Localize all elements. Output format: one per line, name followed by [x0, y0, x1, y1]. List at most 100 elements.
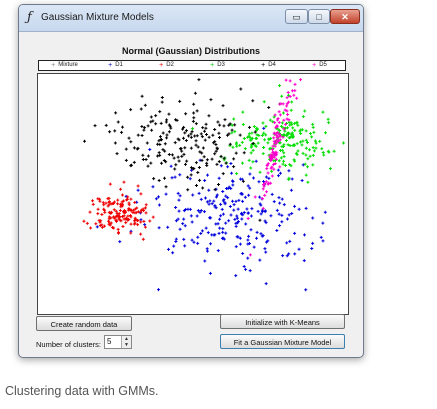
point-d1	[301, 163, 305, 167]
point-d2	[116, 202, 120, 206]
point-d1	[229, 161, 233, 165]
point-d4	[167, 152, 171, 156]
point-d3	[281, 111, 285, 115]
point-d3	[278, 141, 282, 145]
point-d4	[158, 110, 162, 114]
point-d3	[271, 120, 275, 124]
point-d3	[307, 148, 311, 152]
point-d2	[126, 218, 130, 222]
spinner-arrows-icon[interactable]: ▲ ▼	[121, 336, 131, 348]
create-random-data-button[interactable]: Create random data	[36, 316, 132, 331]
point-d1	[217, 176, 221, 180]
point-d3	[288, 123, 292, 127]
point-d2	[107, 200, 111, 204]
point-d4	[108, 130, 112, 134]
point-d1	[172, 244, 176, 248]
point-d3	[296, 123, 300, 127]
point-d3	[314, 146, 318, 150]
point-d3	[311, 153, 315, 157]
legend-label: D3	[217, 62, 225, 68]
point-d1	[207, 202, 211, 206]
point-d2	[132, 208, 136, 212]
point-d5	[266, 171, 270, 175]
point-d4	[232, 165, 236, 169]
close-button[interactable]: ✕	[330, 9, 360, 24]
point-d4	[163, 149, 167, 153]
minimize-button[interactable]: ▭	[285, 9, 308, 24]
point-d4	[205, 158, 209, 162]
point-d4	[161, 148, 165, 152]
point-d1	[173, 175, 177, 179]
point-d4	[199, 132, 203, 136]
point-d4	[233, 123, 237, 127]
legend-item-mixture: + Mixture	[39, 61, 90, 70]
point-d4	[113, 129, 117, 133]
point-d5	[270, 148, 274, 152]
initialize-kmeans-button[interactable]: Initialize with K-Means	[220, 314, 345, 329]
point-d1	[241, 213, 245, 217]
point-d3	[281, 162, 285, 166]
point-d4	[113, 141, 117, 145]
point-d4	[202, 155, 206, 159]
point-d3	[288, 163, 292, 167]
point-d3	[269, 146, 273, 150]
point-d3	[301, 139, 305, 143]
point-d5	[286, 90, 290, 94]
point-d5	[265, 190, 269, 194]
fit-gmm-button[interactable]: Fit a Gaussian Mixture Model	[220, 334, 345, 349]
point-d4	[186, 175, 190, 179]
point-d4	[193, 134, 197, 138]
point-d3	[240, 161, 244, 165]
point-d5	[299, 78, 303, 82]
point-d5	[275, 135, 279, 139]
point-d1	[229, 187, 233, 191]
point-d1	[191, 193, 195, 197]
point-d2	[101, 201, 105, 205]
point-d4	[177, 159, 181, 163]
point-d1	[247, 211, 251, 215]
point-d1	[323, 210, 327, 214]
point-d3	[241, 122, 245, 126]
point-d4	[143, 103, 147, 107]
point-d2	[118, 215, 122, 219]
point-d4	[214, 142, 218, 146]
point-d2	[117, 217, 121, 221]
point-d4	[200, 135, 204, 139]
point-d4	[159, 137, 163, 141]
point-d5	[278, 134, 282, 138]
point-d1	[302, 259, 306, 263]
point-d1	[214, 195, 218, 199]
point-d3	[255, 127, 259, 131]
point-d3	[300, 143, 304, 147]
clusters-spinner[interactable]: 5 ▲ ▼	[104, 335, 132, 349]
point-d3	[291, 126, 295, 130]
point-d4	[167, 130, 171, 134]
point-d1	[176, 217, 180, 221]
point-d1	[190, 238, 194, 242]
point-d4	[200, 151, 204, 155]
point-d3	[310, 135, 314, 139]
title-bar[interactable]: ƒ Gaussian Mixture Models ▭ □ ✕	[19, 5, 363, 32]
point-d3	[261, 121, 265, 125]
point-d3	[235, 172, 239, 176]
point-d5	[292, 93, 296, 97]
point-d1	[235, 235, 239, 239]
point-d1	[174, 206, 178, 210]
point-d3	[329, 167, 333, 171]
maximize-button[interactable]: □	[308, 9, 330, 24]
point-d3	[247, 158, 251, 162]
point-d3	[287, 178, 291, 182]
point-d3	[291, 144, 295, 148]
point-d4	[217, 131, 221, 135]
point-d4	[149, 120, 153, 124]
point-d1	[203, 179, 207, 183]
point-d4	[187, 134, 191, 138]
point-d2	[143, 206, 147, 210]
point-d1	[208, 271, 212, 275]
clusters-value[interactable]: 5	[107, 337, 112, 346]
point-d2	[103, 210, 107, 214]
point-d4	[143, 126, 147, 130]
point-d3	[295, 142, 299, 146]
point-d4	[209, 98, 213, 102]
point-d2	[134, 211, 138, 215]
